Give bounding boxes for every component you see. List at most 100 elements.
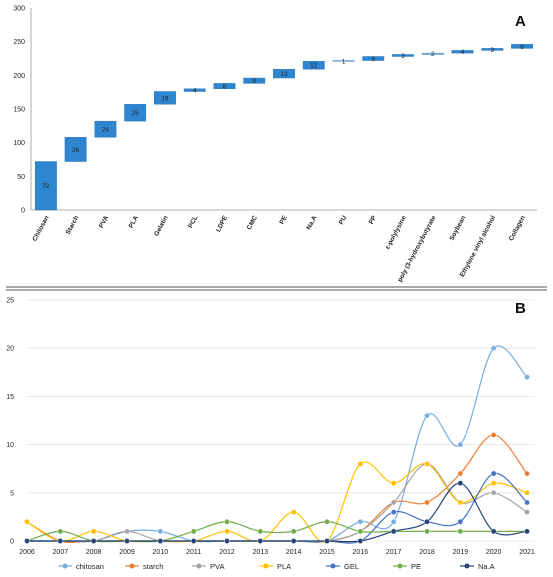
bar-value-label: 6 bbox=[371, 56, 375, 63]
legend-marker-chitosan bbox=[62, 563, 68, 569]
category-label: PVA bbox=[98, 214, 110, 229]
bar-cmc bbox=[243, 77, 266, 84]
x-tick-label: 2013 bbox=[253, 549, 269, 556]
point-pe bbox=[57, 528, 64, 535]
bar-value-label: 3 bbox=[491, 47, 495, 54]
legend-label-pla: PLA bbox=[277, 562, 291, 571]
legend-label-chitosan: chitosan bbox=[76, 562, 104, 571]
bar-value-label: 12 bbox=[310, 63, 318, 70]
point-pla bbox=[457, 499, 464, 506]
x-tick-label: 2011 bbox=[186, 549, 201, 556]
y-tick-label: 5 bbox=[10, 490, 14, 497]
panel-label: B bbox=[515, 300, 526, 317]
y-tick-label: 100 bbox=[13, 140, 25, 147]
legend-marker-pe bbox=[397, 563, 403, 569]
x-tick-label: 2021 bbox=[519, 549, 535, 556]
point-pe bbox=[324, 518, 330, 525]
bar-pla bbox=[124, 104, 147, 122]
point-pe bbox=[190, 528, 197, 535]
category-label: Starch bbox=[65, 215, 81, 236]
category-label: PCL bbox=[187, 215, 199, 230]
point-pla bbox=[224, 528, 230, 535]
legend-label-starch: starch bbox=[143, 562, 163, 571]
legend-marker-starch bbox=[129, 563, 135, 569]
point-pla bbox=[424, 461, 430, 467]
bar-chitosan bbox=[34, 161, 57, 211]
legend-label-na-a: Na.A bbox=[478, 562, 495, 571]
bar-value-label: 2 bbox=[431, 51, 435, 58]
point-na-a bbox=[390, 528, 397, 535]
point-gel bbox=[524, 499, 530, 506]
point-pe bbox=[357, 528, 364, 535]
bar-pu bbox=[332, 60, 355, 62]
y-tick-label: 250 bbox=[13, 39, 25, 46]
x-tick-label: 2006 bbox=[19, 549, 35, 556]
point-pva bbox=[524, 509, 530, 515]
point-chitosan bbox=[390, 518, 397, 525]
point-starch bbox=[524, 470, 530, 477]
x-tick-label: 2016 bbox=[353, 549, 369, 556]
point-pe bbox=[424, 528, 430, 535]
point-na-a bbox=[57, 538, 64, 544]
bar-gelatin bbox=[154, 91, 176, 105]
point-na-a bbox=[124, 538, 130, 544]
series-line-pva bbox=[26, 463, 528, 543]
point-gel bbox=[490, 470, 497, 477]
y-tick-label: 50 bbox=[17, 174, 25, 181]
category-label: PU bbox=[338, 214, 349, 226]
x-tick-label: 2012 bbox=[219, 549, 235, 556]
category-label: PE bbox=[279, 214, 290, 226]
point-chitosan bbox=[457, 441, 464, 448]
bar-value-label: 1 bbox=[342, 58, 346, 65]
point-pla bbox=[524, 489, 530, 496]
category-label: PLA bbox=[128, 214, 140, 229]
series-line-na-a bbox=[26, 482, 528, 543]
point-chitosan bbox=[524, 374, 530, 380]
x-tick-label: 2008 bbox=[86, 549, 102, 556]
x-tick-label: 2009 bbox=[119, 549, 135, 556]
bar-pva bbox=[94, 120, 117, 138]
point-pe bbox=[457, 528, 464, 535]
point-na-a bbox=[190, 538, 197, 544]
series-line-starch bbox=[26, 434, 528, 544]
point-chitosan bbox=[357, 518, 364, 525]
bar-value-label: 36 bbox=[72, 147, 80, 154]
y-tick-label: 15 bbox=[6, 394, 14, 401]
x-tick-label: 2015 bbox=[319, 549, 335, 556]
point-pla bbox=[24, 518, 30, 525]
category-label: Collagen bbox=[508, 215, 527, 243]
panel-label: A bbox=[515, 13, 526, 30]
x-tick-label: 2018 bbox=[419, 549, 435, 556]
point-pe bbox=[257, 528, 264, 535]
bar-value-label: 4 bbox=[461, 49, 465, 56]
bar-value-label: 25 bbox=[132, 110, 140, 117]
point-na-a bbox=[24, 538, 30, 544]
category-label: Chitosan bbox=[31, 215, 50, 243]
waterfall-chart: 050100150200250300A72Chitosan36Starch24P… bbox=[13, 6, 537, 283]
point-pla bbox=[357, 461, 364, 467]
x-tick-label: 2020 bbox=[486, 549, 502, 556]
point-gel bbox=[457, 518, 464, 525]
line-chart: 0 5 10 15 20 25 2006 2007 2008 2009 2010 2011 2012 20… bbox=[6, 298, 535, 571]
category-label: LDPE bbox=[215, 214, 230, 233]
point-na-a bbox=[90, 538, 97, 544]
bar-pp bbox=[362, 56, 385, 61]
x-tick-label: 2017 bbox=[386, 549, 402, 556]
series-line-pe bbox=[26, 521, 527, 543]
category-label: Ethylene vinyl alcohol bbox=[459, 214, 497, 278]
series-line-pla bbox=[26, 461, 528, 543]
point-starch bbox=[457, 470, 464, 477]
bar-value-label: 19 bbox=[161, 95, 169, 102]
point-gel bbox=[390, 509, 397, 515]
bar-ldpe bbox=[213, 83, 236, 89]
y-tick-label: 20 bbox=[6, 346, 14, 353]
bar-pcl bbox=[183, 88, 206, 92]
y-tick-label: 200 bbox=[13, 73, 25, 80]
point-pla bbox=[90, 528, 97, 535]
legend-marker-gel bbox=[330, 563, 336, 569]
point-pva bbox=[124, 528, 130, 535]
point-pe bbox=[224, 518, 230, 525]
point-pla bbox=[490, 480, 497, 486]
bar-value-label: 24 bbox=[102, 127, 110, 134]
